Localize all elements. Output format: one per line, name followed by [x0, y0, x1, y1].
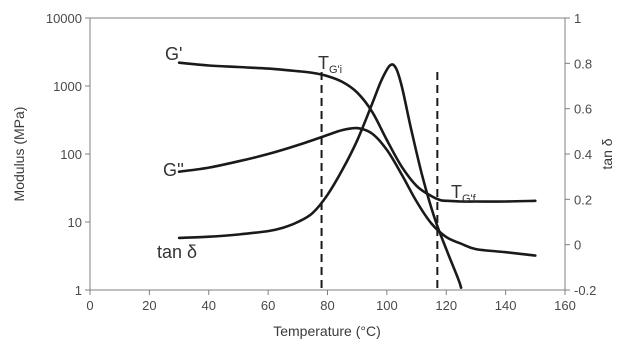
series-g-storage-line [179, 63, 535, 202]
label-t-gf: TG'f [451, 182, 477, 205]
x-axis-title: Temperature (°C) [273, 323, 381, 339]
x-tick-label: 80 [320, 298, 334, 313]
x-tick-label: 140 [495, 298, 517, 313]
x-tick-label: 20 [142, 298, 156, 313]
label-t-gi: TG'i [318, 53, 342, 76]
y-right-tick-label: 0.4 [574, 147, 592, 162]
y-axis-right: -0.2 0 0.2 0.4 0.6 0.8 1 [565, 11, 596, 298]
series-tan-delta-line [179, 64, 461, 287]
y-right-tick-label: 0.8 [574, 56, 592, 71]
y-left-tick-label: 1000 [53, 79, 82, 94]
x-tick-label: 60 [261, 298, 275, 313]
y-axis-left: 1 10 100 1000 10000 [46, 11, 90, 298]
series-g-loss-line [179, 128, 535, 256]
label-g-storage: G' [165, 44, 182, 64]
y-right-tick-label: 0.6 [574, 102, 592, 117]
y-left-tick-label: 10000 [46, 11, 82, 26]
x-tick-label: 120 [435, 298, 457, 313]
y-right-tick-label: -0.2 [574, 283, 596, 298]
x-tick-label: 40 [202, 298, 216, 313]
y-axis-right-title: tan δ [599, 138, 615, 169]
x-tick-label: 0 [86, 298, 93, 313]
reference-lines [322, 72, 438, 290]
x-tick-label: 160 [554, 298, 576, 313]
y-right-tick-label: 0.2 [574, 192, 592, 207]
label-g-loss: G'' [163, 160, 184, 180]
y-axis-left-title: Modulus (MPa) [11, 107, 27, 202]
y-left-tick-label: 10 [68, 215, 82, 230]
x-tick-label: 100 [376, 298, 398, 313]
y-left-tick-label: 100 [60, 147, 82, 162]
x-axis: 0 20 40 60 80 100 120 140 160 [86, 290, 575, 313]
series-lines [179, 63, 535, 288]
y-right-tick-label: 1 [574, 11, 581, 26]
y-left-tick-label: 1 [75, 283, 82, 298]
y-right-tick-label: 0 [574, 238, 581, 253]
label-tan-delta: tan δ [157, 242, 197, 262]
